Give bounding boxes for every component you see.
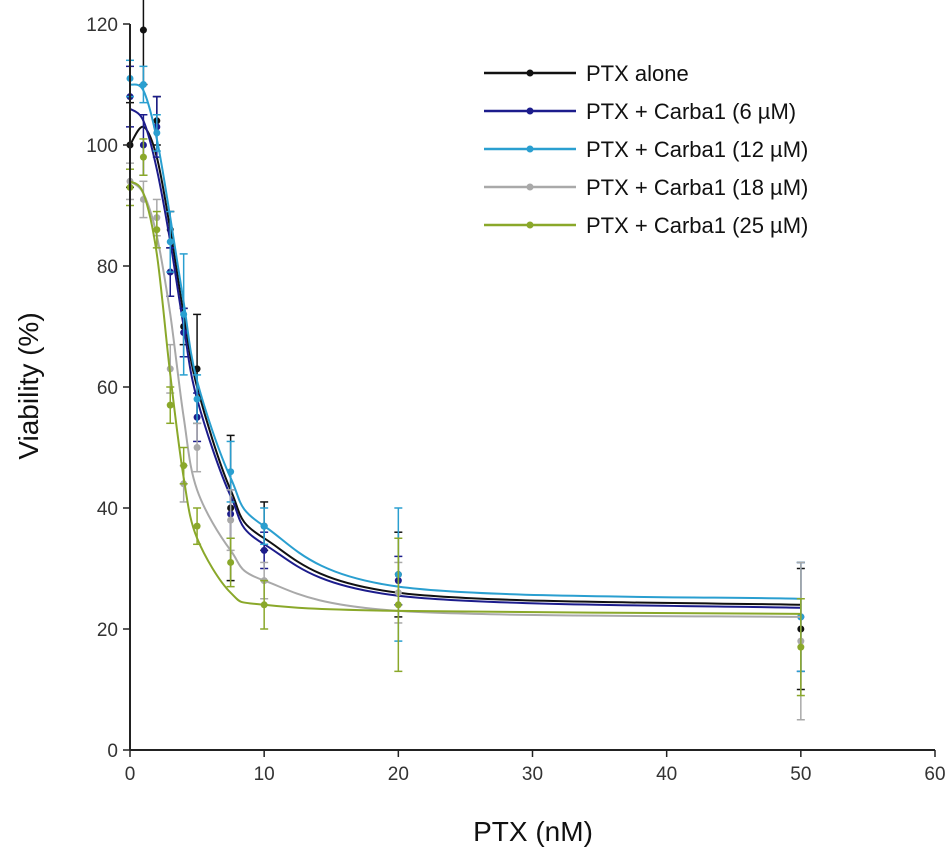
data-point	[139, 26, 147, 34]
legend-item-5: PTX + Carba1 (25 µM)	[484, 213, 808, 238]
y-tick-label: 0	[107, 741, 118, 762]
x-tick-label: 50	[790, 764, 811, 785]
y-tick-label: 120	[86, 15, 118, 36]
data-point	[180, 310, 188, 318]
legend-item-2: PTX + Carba1 (6 µM)	[484, 99, 796, 124]
y-axis-title: Viability (%)	[13, 312, 44, 459]
x-tick-label: 60	[924, 764, 945, 785]
legend: PTX alone PTX + Carba1 (6 µM) PTX + Carba1…	[484, 61, 808, 238]
data-point	[139, 81, 147, 88]
legend-item-3: PTX + Carba1 (12 µM)	[484, 137, 808, 162]
legend-label: PTX + Carba1 (25 µM)	[586, 213, 808, 238]
data-point	[260, 522, 268, 530]
data-point	[227, 468, 235, 476]
x-tick-label: 0	[125, 764, 136, 785]
data-point	[193, 522, 201, 530]
legend-swatch-marker	[526, 145, 534, 153]
y-tick-label: 20	[97, 620, 118, 641]
data-point	[193, 395, 201, 403]
data-point	[166, 238, 174, 246]
data-point	[166, 401, 174, 409]
data-point	[797, 643, 805, 651]
fit-curve	[129, 107, 801, 609]
axes: 0 10 20 30 40 50 60 0 20 40 60 80 100 120	[86, 15, 945, 785]
x-tick-label: 20	[388, 764, 409, 785]
y-tick-label: 40	[97, 499, 118, 520]
data-point	[260, 601, 268, 609]
legend-swatch-marker	[526, 183, 534, 191]
y-tick-label: 60	[97, 378, 118, 399]
data-point	[139, 153, 147, 161]
x-tick-label: 40	[656, 764, 677, 785]
legend-swatch-marker	[526, 221, 534, 229]
data-point	[153, 226, 161, 234]
data-point	[227, 516, 235, 524]
legend-label: PTX + Carba1 (6 µM)	[586, 99, 796, 124]
legend-item-1: PTX alone	[484, 61, 689, 86]
x-axis-title: PTX (nM)	[473, 816, 593, 847]
series-5	[126, 138, 805, 697]
data-point	[260, 546, 268, 554]
legend-label: PTX alone	[586, 61, 689, 86]
legend-label: PTX + Carba1 (12 µM)	[586, 137, 808, 162]
x-tick-label: 10	[254, 764, 275, 785]
legend-swatch-marker	[526, 69, 534, 77]
x-tick-label: 30	[522, 764, 543, 785]
data-point	[193, 444, 201, 451]
legend-label: PTX + Carba1 (18 µM)	[586, 175, 808, 200]
legend-swatch-marker	[526, 107, 534, 115]
data-point	[394, 601, 402, 609]
y-tick-label: 100	[86, 136, 118, 157]
data-point	[227, 558, 235, 566]
data-point	[180, 462, 188, 470]
y-tick-label: 80	[97, 257, 118, 278]
legend-item-4: PTX + Carba1 (18 µM)	[484, 175, 808, 200]
plot-area	[126, 0, 805, 721]
data-point	[153, 129, 161, 137]
